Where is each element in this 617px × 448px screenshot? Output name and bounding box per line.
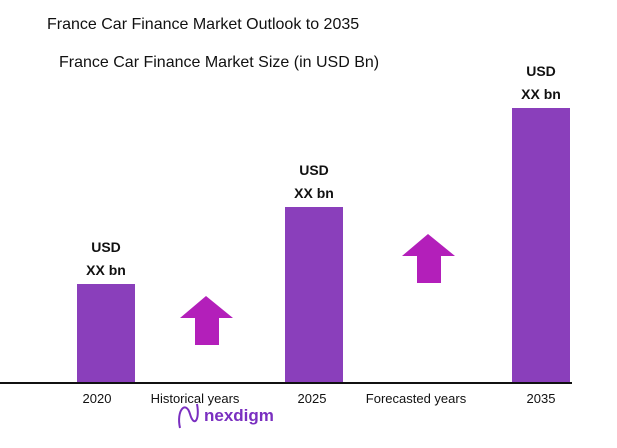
up-arrow-icon [402, 234, 455, 283]
up-arrow-icon [180, 296, 233, 345]
bar-2020 [77, 284, 135, 383]
period-label-forecasted: Forecasted years [366, 391, 467, 406]
chart-subtitle: France Car Finance Market Size (in USD B… [59, 54, 380, 71]
x-tick-label: 2035 [527, 391, 556, 406]
data-label-line1: USD [91, 239, 121, 255]
data-label-line1: USD [526, 63, 556, 79]
data-label-line2: XX bn [294, 185, 334, 201]
bar-2035 [512, 108, 570, 383]
period-label-historical: Historical years [151, 391, 240, 406]
chart-title: France Car Finance Market Outlook to 203… [47, 16, 360, 33]
data-label-line1: USD [299, 162, 329, 178]
data-label-line2: XX bn [86, 262, 126, 278]
data-label-line2: XX bn [521, 86, 561, 102]
logo-mark-icon [178, 403, 199, 429]
logo-text: nexdigm [204, 406, 274, 425]
x-tick-label: 2025 [298, 391, 327, 406]
bar-2025 [285, 207, 343, 383]
x-tick-label: 2020 [83, 391, 112, 406]
